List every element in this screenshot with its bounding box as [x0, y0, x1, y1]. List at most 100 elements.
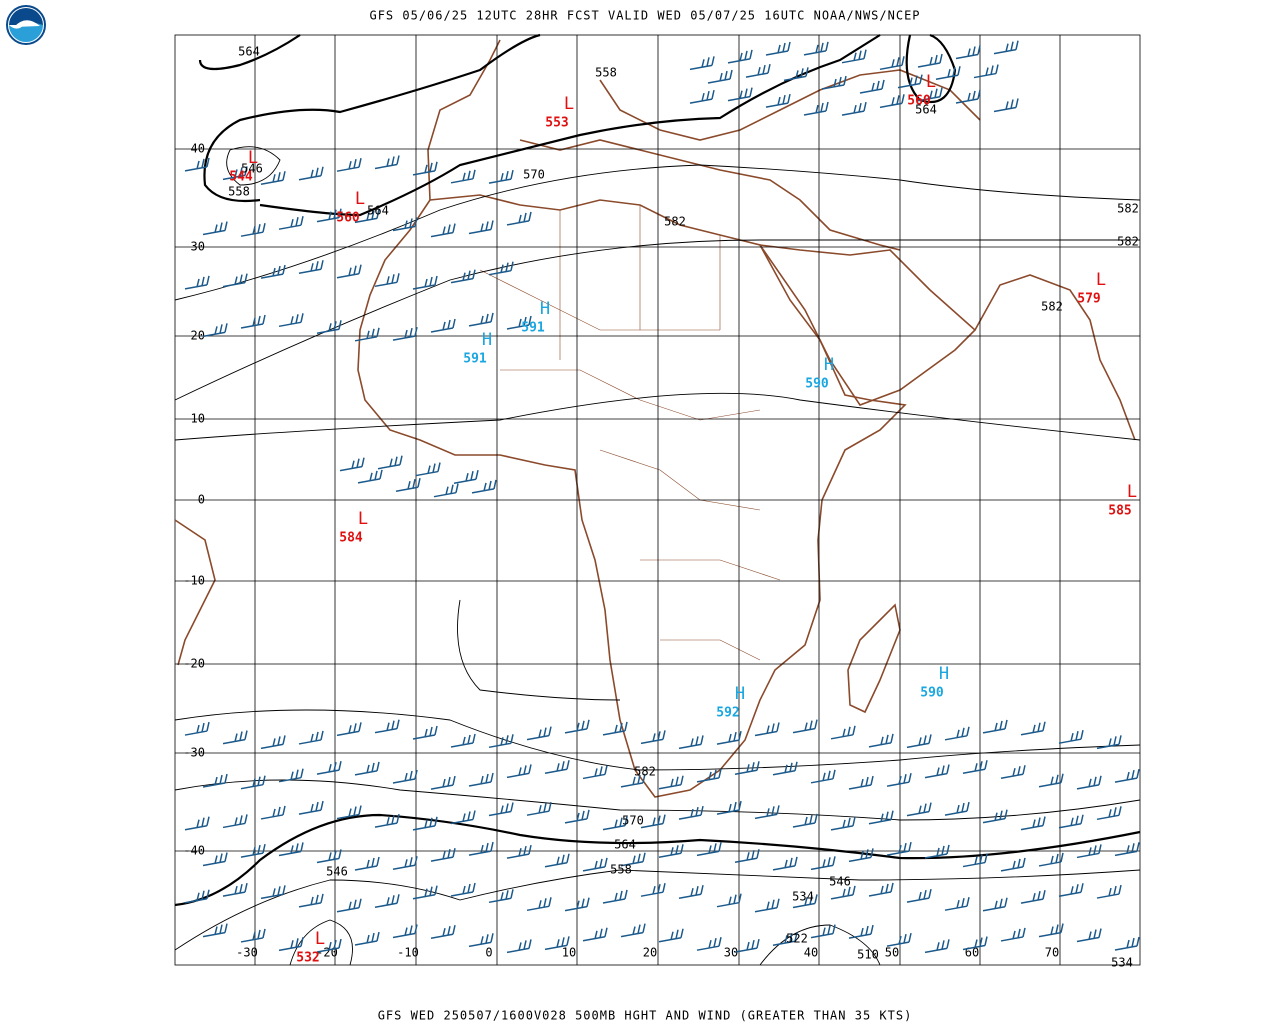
wind-barb: [924, 939, 950, 954]
latitude-label: 0: [198, 493, 205, 507]
wind-barb: [1096, 735, 1122, 750]
wind-barb: [1000, 765, 1026, 779]
wind-barb: [1096, 884, 1122, 899]
wind-barb: [582, 927, 608, 942]
wind-barb: [734, 761, 760, 776]
wind-barb: [658, 844, 684, 859]
center-symbol: L: [355, 189, 365, 209]
wind-barb: [821, 75, 847, 90]
wind-barb: [374, 273, 400, 288]
wind-barb: [526, 726, 552, 741]
wind-barb: [278, 768, 304, 783]
wind-barb: [240, 775, 266, 790]
wind-barb: [544, 936, 570, 951]
wind-barb: [471, 479, 497, 494]
wind-barb: [993, 98, 1019, 113]
wind-barb: [278, 937, 304, 952]
center-value: 553: [545, 116, 568, 131]
wind-barb: [240, 223, 266, 237]
wind-barb: [260, 171, 286, 185]
wind-barb: [202, 773, 228, 788]
wind-barb: [1020, 890, 1046, 904]
wind-barb: [678, 805, 704, 820]
wind-barb: [412, 725, 438, 740]
wind-barb: [488, 889, 514, 904]
map-caption: GFS WED 250507/1600V028 500MB HGHT AND W…: [378, 1009, 913, 1023]
center-symbol: H: [735, 684, 745, 704]
wind-barb: [392, 769, 418, 784]
wind-barb: [468, 933, 494, 948]
wind-barb: [354, 209, 380, 224]
longitude-label: -10: [397, 946, 419, 960]
wind-barb: [810, 769, 836, 784]
wind-barb: [917, 87, 943, 102]
wind-barb: [678, 885, 704, 899]
center-symbol: L: [1096, 270, 1106, 290]
wind-barb: [316, 938, 342, 953]
wind-barb: [526, 897, 552, 912]
contour-label: 546: [241, 162, 263, 176]
longitude-label: 0: [485, 946, 492, 960]
wind-barb: [336, 722, 362, 737]
contour-label: 582: [664, 215, 686, 229]
wind-barb: [222, 882, 248, 897]
longitude-label: 50: [885, 946, 899, 960]
contour-label: 570: [622, 814, 644, 828]
wind-barb: [1038, 773, 1064, 788]
center-symbol: L: [564, 94, 574, 114]
center-value: 591: [521, 321, 545, 336]
wind-barb: [658, 775, 684, 790]
wind-barb: [1020, 816, 1046, 831]
wind-barb: [962, 853, 988, 868]
wind-barb: [772, 932, 798, 946]
wind-barb: [716, 800, 742, 815]
wind-barb: [906, 734, 932, 749]
wind-barb: [1114, 768, 1140, 783]
wind-barb: [564, 719, 590, 734]
wind-barb: [1058, 814, 1084, 829]
contour-label: 582: [634, 765, 656, 779]
wind-barb: [1038, 923, 1064, 938]
wind-barb: [879, 94, 905, 109]
wind-barb: [962, 760, 988, 774]
center-symbol: H: [482, 330, 492, 350]
contour-label: 534: [792, 890, 814, 904]
wind-barb: [184, 275, 210, 290]
wind-barb: [1058, 883, 1084, 897]
wind-barb: [488, 734, 514, 749]
wind-barb: [488, 261, 514, 276]
wind-barb: [582, 857, 608, 872]
wind-barb: [506, 844, 532, 859]
contour-label: 564: [915, 103, 937, 117]
wind-barb: [260, 735, 286, 750]
wind-barb: [602, 889, 628, 904]
wind-barb: [792, 894, 818, 909]
wind-barb: [222, 814, 248, 829]
wind-barb: [339, 457, 365, 472]
wind-barb: [354, 856, 380, 871]
center-value: 590: [920, 686, 944, 701]
wind-barb: [298, 730, 324, 745]
contour-label: 564: [367, 204, 389, 218]
latitude-label: -30: [183, 746, 205, 760]
center-value: 591: [463, 352, 487, 367]
wind-barb: [468, 220, 494, 235]
wind-barb: [1020, 721, 1046, 736]
wind-barb: [392, 217, 418, 232]
center-symbol: L: [315, 929, 325, 949]
wind-barb: [488, 169, 514, 184]
wind-barb: [240, 843, 266, 858]
wind-barb: [202, 221, 228, 236]
contour-label: 582: [1041, 300, 1063, 314]
wind-barb: [1114, 842, 1140, 857]
contour-label: 558: [228, 185, 250, 199]
wind-barb: [468, 312, 494, 327]
contour-label: 564: [614, 838, 636, 852]
wind-barb: [640, 883, 666, 897]
wind-barb: [772, 761, 798, 776]
wind-barb: [955, 45, 981, 60]
wind-barb: [1058, 730, 1084, 744]
contour-label: 522: [786, 932, 808, 946]
latitude-label: 20: [191, 329, 205, 343]
